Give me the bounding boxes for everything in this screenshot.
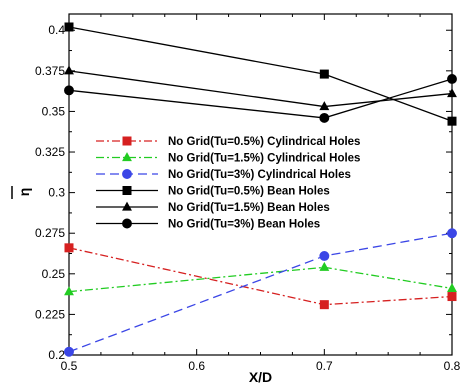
data-point <box>319 101 330 111</box>
x-tick-label: 0.7 <box>316 359 333 373</box>
data-point <box>319 250 330 261</box>
data-point <box>319 300 329 310</box>
y-tick-label: 0.35 <box>42 104 66 118</box>
series-1 <box>64 243 457 310</box>
data-point <box>447 283 457 293</box>
legend-marker <box>122 136 132 146</box>
data-point <box>64 22 74 32</box>
y-tick-label: 0.375 <box>35 64 65 78</box>
legend-entry: No Grid(Tu=1.5%) Bean Holes <box>96 201 330 214</box>
legend-marker <box>122 218 132 229</box>
legend-marker <box>122 169 132 179</box>
legend-entry: No Grid(Tu=0.5%) Cylindrical Holes <box>96 136 360 148</box>
data-point <box>319 112 330 123</box>
y-tick-label: 0.25 <box>42 267 66 281</box>
data-point <box>64 85 74 96</box>
legend-label: No Grid(Tu=0.5%) Bean Holes <box>168 186 330 198</box>
legend-entry: No Grid(Tu=1.5%) Cylindrical Holes <box>96 152 360 165</box>
x-tick-label: 0.8 <box>444 359 460 373</box>
x-tick-label: 0.5 <box>61 359 78 373</box>
series-6 <box>64 74 457 123</box>
data-point <box>447 88 457 98</box>
y-tick-label: 0.2 <box>48 348 65 362</box>
y-tick-label: 0.325 <box>35 145 65 159</box>
legend-label: No Grid(Tu=1.5%) Cylindrical Holes <box>168 153 360 165</box>
x-axis-label: X/D <box>249 369 272 385</box>
y-tick-label: 0.3 <box>48 186 65 200</box>
legend-label: No Grid(Tu=3%) Bean Holes <box>168 219 320 231</box>
legend-entry: No Grid(Tu=3%) Cylindrical Holes <box>96 169 351 181</box>
data-point <box>64 346 74 357</box>
y-tick-label: 0.275 <box>35 226 65 240</box>
series-line <box>68 78 453 119</box>
legend-marker <box>122 201 132 211</box>
series-5 <box>64 65 457 111</box>
series-line <box>68 70 453 108</box>
data-point <box>64 286 74 296</box>
data-point <box>447 228 457 239</box>
data-point <box>447 292 457 302</box>
series-line <box>68 232 453 353</box>
y-tick-label: 0.225 <box>35 307 65 321</box>
series-line <box>68 26 453 122</box>
legend-label: No Grid(Tu=1.5%) Bean Holes <box>168 202 330 214</box>
data-point <box>64 243 74 253</box>
legend-label: No Grid(Tu=0.5%) Cylindrical Holes <box>168 136 360 148</box>
legend-entry: No Grid(Tu=0.5%) Bean Holes <box>96 186 330 198</box>
series-3 <box>64 228 457 357</box>
legend-label: No Grid(Tu=3%) Cylindrical Holes <box>168 169 351 181</box>
data-point <box>319 69 329 79</box>
data-point <box>447 74 457 84</box>
legend-entry: No Grid(Tu=3%) Bean Holes <box>96 219 320 231</box>
legend-marker <box>122 152 132 162</box>
series-2 <box>64 261 457 296</box>
y-axis-label-group: η <box>11 186 32 199</box>
legend-marker <box>122 186 132 195</box>
data-point <box>64 65 74 75</box>
data-point <box>447 116 457 126</box>
data-point <box>319 261 330 271</box>
x-tick-label: 0.6 <box>188 359 205 373</box>
series-4 <box>64 22 457 126</box>
plot-frame <box>68 13 453 356</box>
y-axis-label: η <box>16 188 32 197</box>
series-line <box>68 247 453 306</box>
y-tick-label: 0.4 <box>48 23 65 37</box>
